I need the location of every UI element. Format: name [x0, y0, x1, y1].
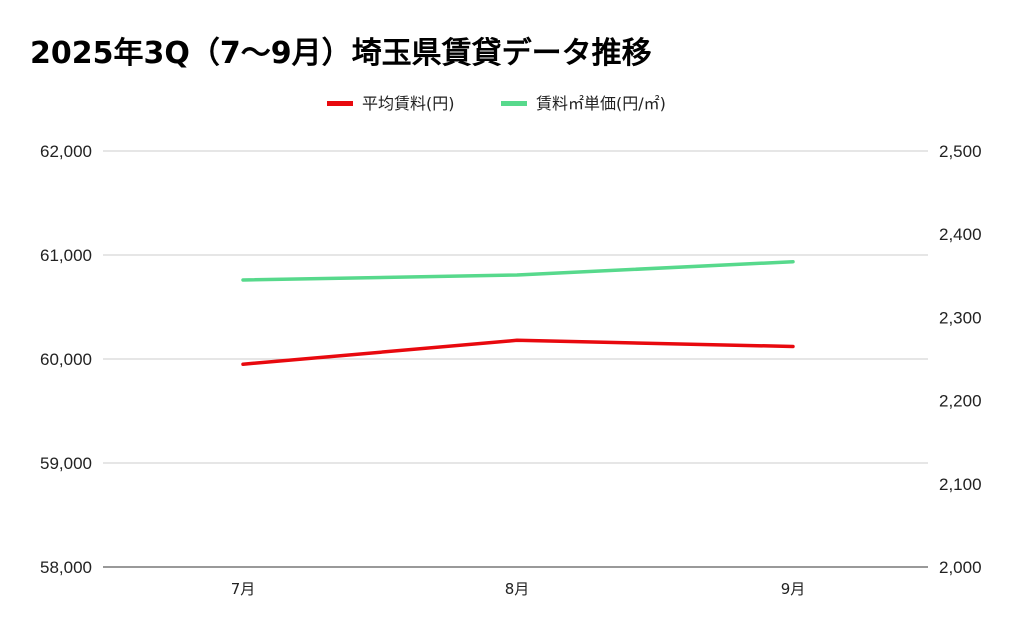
chart-title: 2025年3Q（7〜9月）埼玉県賃貸データ推移	[30, 36, 652, 71]
series-line-avg-rent	[241, 338, 795, 366]
left-axis-tick-label: 62,000	[40, 142, 92, 161]
right-axis-tick-label: 2,400	[939, 225, 982, 244]
series-line-rent-per-sqm	[241, 259, 795, 282]
legend-swatch-avg-rent	[327, 101, 353, 106]
right-axis-tick-label: 2,000	[939, 558, 982, 577]
left-axis: 58,000 59,000 60,000 61,000 62,000	[40, 142, 92, 577]
x-axis-tick-label: 7月	[231, 580, 256, 598]
legend-label-rent-per-sqm: 賃料㎡単価(円/㎡)	[536, 94, 666, 113]
right-axis-tick-label: 2,300	[939, 308, 982, 327]
x-axis-tick-label: 8月	[505, 580, 530, 598]
grid-lines	[103, 150, 928, 568]
right-axis-tick-label: 2,500	[939, 142, 982, 161]
series-lines	[241, 259, 795, 366]
legend: 平均賃料(円) 賃料㎡単価(円/㎡)	[327, 94, 666, 113]
right-axis-tick-label: 2,200	[939, 392, 982, 411]
x-axis: 7月 8月 9月	[231, 580, 806, 598]
left-axis-tick-label: 61,000	[40, 246, 92, 265]
x-axis-tick-label: 9月	[781, 580, 806, 598]
left-axis-tick-label: 60,000	[40, 350, 92, 369]
right-axis-tick-label: 2,100	[939, 475, 982, 494]
left-axis-tick-label: 58,000	[40, 558, 92, 577]
legend-swatch-rent-per-sqm	[501, 101, 527, 106]
right-axis: 2,000 2,100 2,200 2,300 2,400 2,500	[939, 142, 982, 577]
left-axis-tick-label: 59,000	[40, 454, 92, 473]
legend-label-avg-rent: 平均賃料(円)	[362, 94, 455, 113]
